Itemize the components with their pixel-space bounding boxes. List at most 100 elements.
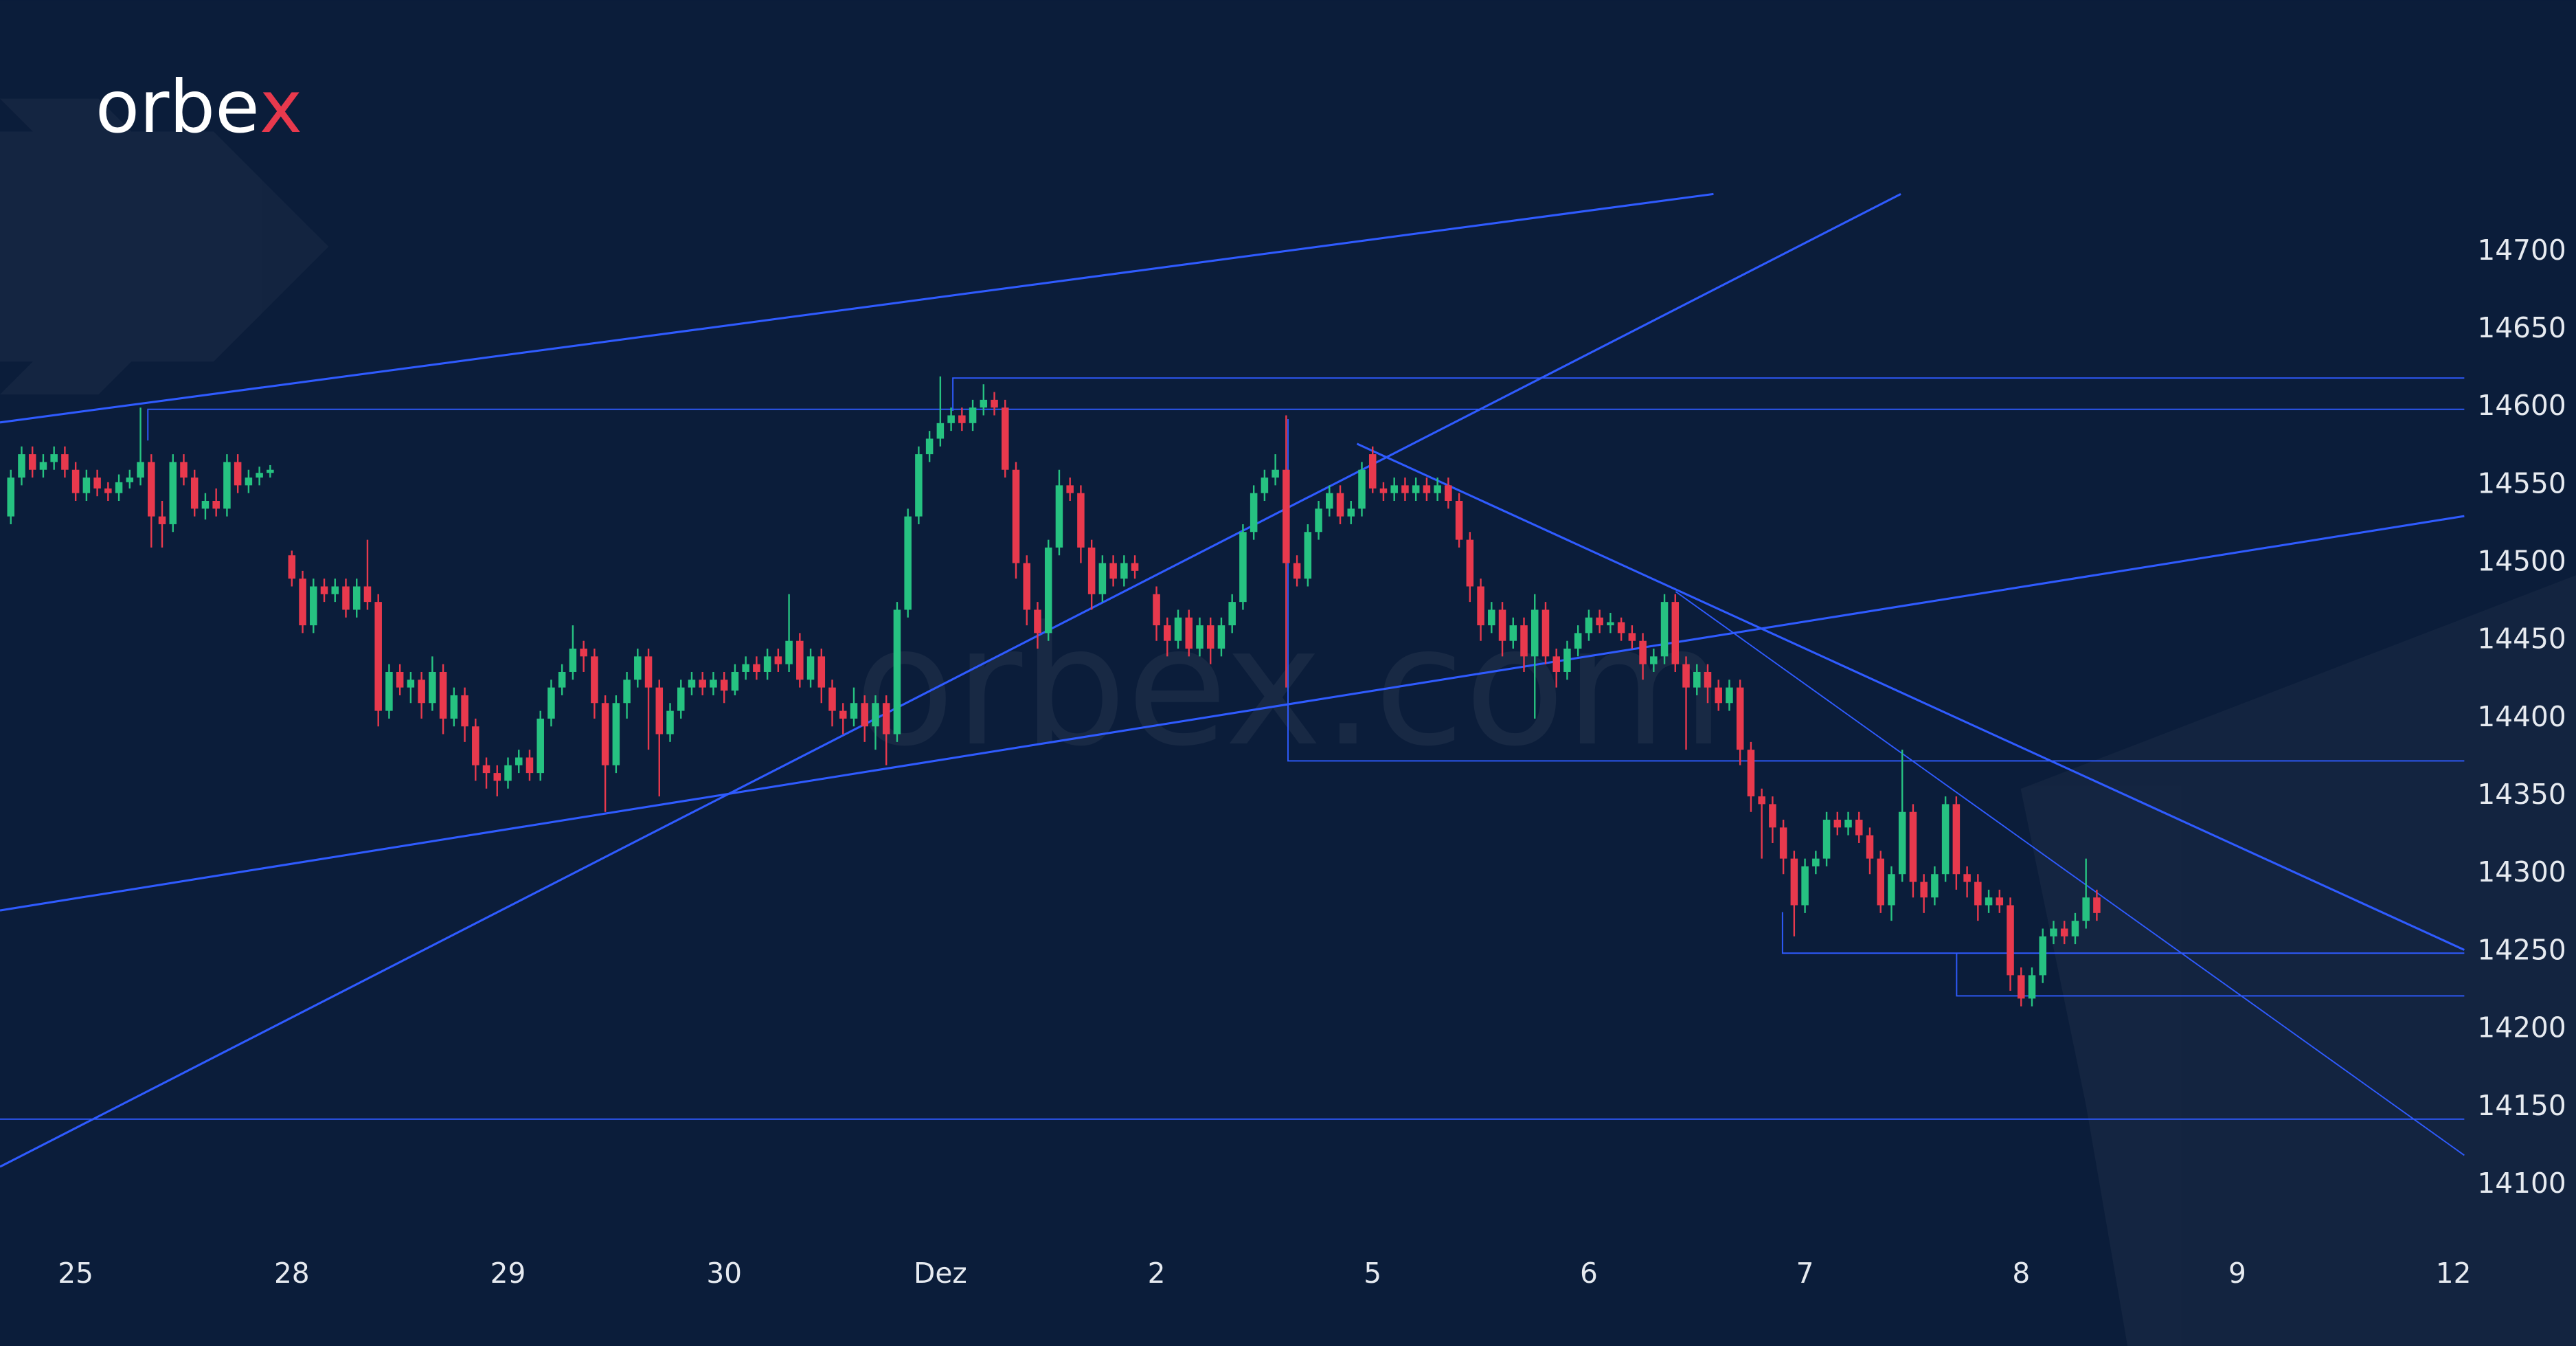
candle-body <box>1628 633 1636 641</box>
logo: orbex <box>95 65 302 149</box>
candle-body <box>18 454 25 478</box>
candle-body <box>1833 820 1842 828</box>
candle-body <box>601 703 609 765</box>
candle-body <box>1952 804 1961 875</box>
x-tick-label: Dez <box>914 1257 967 1290</box>
candle-body <box>2018 975 2025 999</box>
candle-body <box>1466 539 1474 587</box>
candle-body <box>828 687 836 711</box>
candle-body <box>1844 820 1852 828</box>
candle-body <box>710 680 717 688</box>
candle-body <box>1055 485 1063 548</box>
candle-body <box>104 488 112 493</box>
candle-body <box>1336 493 1344 517</box>
plot-area: 14100 14150 14200 14250 14300 14350 14400 14450… <box>7 234 2566 1290</box>
candle-body <box>925 438 934 455</box>
candle-body <box>1574 633 1582 649</box>
candle-body <box>1174 617 1182 641</box>
candle-body <box>212 500 220 509</box>
candle-body <box>7 478 14 517</box>
candle-body <box>1963 874 1971 882</box>
candle-body <box>342 586 350 610</box>
candle-body <box>915 454 923 517</box>
candle-body <box>158 516 166 524</box>
candle-body <box>1747 750 1755 797</box>
candle-body <box>1877 858 1884 906</box>
candle-body <box>591 656 598 704</box>
candle-body <box>785 640 793 664</box>
candle-body <box>352 586 361 610</box>
candle-body <box>1358 469 1366 509</box>
x-tick-label: 30 <box>706 1257 742 1290</box>
candle-body <box>1368 454 1377 489</box>
candle-body <box>699 680 706 688</box>
candle-body <box>1985 897 1993 906</box>
candle-body <box>1941 804 1950 875</box>
candle-body <box>958 415 966 423</box>
candle-body <box>980 399 988 408</box>
candle-body <box>363 586 372 603</box>
candle-body <box>1639 640 1647 664</box>
candle-body <box>331 586 339 594</box>
candle-body <box>1563 649 1571 672</box>
candle-body <box>547 687 555 719</box>
candle-body <box>2028 975 2036 999</box>
candle-body <box>1488 609 1495 626</box>
x-tick-label: 6 <box>1580 1257 1598 1290</box>
candle-body <box>93 478 101 489</box>
x-tick-label: 2 <box>1148 1257 1166 1290</box>
candle-body <box>753 664 760 672</box>
candle-body <box>1455 500 1463 540</box>
candle-body <box>1790 858 1798 906</box>
candle-body <box>1866 835 1874 859</box>
candle-body <box>82 478 91 493</box>
candle-body <box>299 579 306 626</box>
candle-body <box>396 671 404 688</box>
candle-body <box>2071 921 2079 936</box>
y-tick-label: 14550 <box>2477 467 2566 500</box>
candle-body <box>558 671 566 688</box>
watermark: orbex.com <box>855 592 1726 783</box>
candle-body <box>115 482 123 493</box>
candle-body <box>1671 602 1680 664</box>
y-tick-label: 14400 <box>2477 700 2566 733</box>
candle-body <box>1023 563 1030 610</box>
candle-body <box>2050 928 2057 936</box>
candle-body <box>1109 563 1117 579</box>
x-tick-label: 29 <box>490 1257 526 1290</box>
candle-body <box>623 680 631 704</box>
candle-body <box>1974 882 1982 906</box>
x-tick-label: 28 <box>274 1257 310 1290</box>
candle-body <box>839 710 847 719</box>
candle-body <box>991 399 998 408</box>
candle-body <box>1228 602 1236 626</box>
candle-body <box>1283 469 1290 563</box>
candle-body <box>947 415 955 423</box>
x-tick-label: 7 <box>1796 1257 1814 1290</box>
candle-body <box>256 473 263 478</box>
candle-body <box>1217 625 1225 649</box>
candle-body <box>515 757 523 765</box>
candle-body <box>28 454 36 470</box>
candle-body <box>1239 532 1247 603</box>
candle-body <box>1012 469 1020 563</box>
candle-body <box>677 687 685 711</box>
candle-body <box>288 555 296 579</box>
y-tick-label: 14450 <box>2477 622 2566 655</box>
candle-body <box>634 656 642 680</box>
candle-body <box>817 656 826 688</box>
y-tick-label: 14300 <box>2477 855 2566 888</box>
candle-body <box>1898 811 1906 875</box>
candle-body <box>148 462 155 517</box>
candle-body <box>126 478 134 482</box>
candle-body <box>969 407 977 423</box>
candle-body <box>1164 625 1171 641</box>
candle-body <box>472 726 479 765</box>
candle-body <box>1920 882 1928 898</box>
candle-body <box>1607 622 1614 626</box>
candle-body <box>1552 656 1560 672</box>
candle-body <box>1736 687 1744 750</box>
y-tick-label: 14350 <box>2477 778 2566 811</box>
candle-body <box>1650 656 1658 664</box>
candle-body <box>2082 897 2090 921</box>
